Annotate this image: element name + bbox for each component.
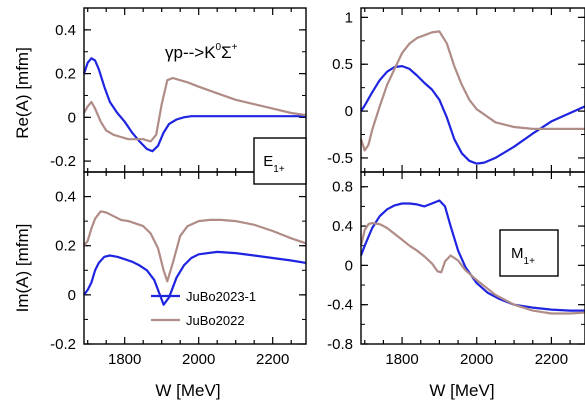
y-tick-label: 0.4	[55, 189, 76, 206]
panel-re-e1p: -0.2 0 0.2 0.4	[50, 7, 307, 173]
y-tick-label: 0.5	[332, 56, 353, 73]
panel-frame	[83, 171, 307, 345]
x-tick-label: 1800	[385, 351, 418, 368]
y-tick-label: 0.2	[55, 66, 76, 83]
y-tick-label: 0.8	[332, 179, 353, 196]
y-tick-label: -0.4	[327, 297, 353, 314]
y-tick-label: 0	[68, 109, 76, 126]
y-tick-label: 1	[345, 9, 353, 26]
multipole-subscript: 1+	[273, 164, 285, 175]
panel-re-m1p: -0.5 0 0.5 1	[327, 7, 585, 173]
reaction-sigma: Σ	[221, 43, 232, 62]
x-tick-label: 2000	[460, 351, 493, 368]
multipole-box-frame	[499, 229, 559, 277]
y-tick-label: 0	[68, 287, 76, 304]
x-tick-label: 2000	[182, 351, 215, 368]
reaction-annotation: γp-->K0Σ+	[165, 42, 238, 62]
multipole-box-frame	[253, 137, 307, 185]
y-axis-label-im: Im(A) [mfm]	[13, 224, 32, 313]
y-axis-label-re: Re(A) [mfm]	[13, 47, 32, 139]
multipole-subscript: 1+	[524, 256, 536, 267]
multipole-label: E1+	[263, 153, 285, 175]
series-line-jubo2022	[83, 210, 307, 283]
series-line-jubo2022	[359, 30, 585, 152]
y-tick-label: 0	[345, 103, 353, 120]
reaction-sup1: 0	[216, 42, 222, 53]
y-tick-label: -0.5	[327, 150, 353, 167]
panel-frame	[360, 7, 585, 173]
panel-im-m1p: -0.8 -0.4 0 0.4 0.8 1800 2000 2200	[327, 171, 585, 368]
legend-label-jubo2022: JuBo2022	[186, 313, 245, 328]
legend: JuBo2023-1 JuBo2022	[151, 289, 256, 328]
x-tick-label: 1800	[108, 351, 141, 368]
multipole-box-e: E1+	[253, 137, 307, 185]
y-tick-label: 0	[345, 257, 353, 274]
series-line-jubo2022	[359, 222, 585, 315]
series-line-jubo2023-1	[82, 57, 306, 153]
reaction-sup2: +	[232, 42, 238, 53]
multipole-letter: M	[511, 245, 524, 262]
y-tick-label: -0.2	[50, 153, 76, 170]
multipole-box-m: M1+	[499, 229, 559, 277]
y-tick-label: 0.2	[55, 238, 76, 255]
panel-frame	[360, 171, 585, 345]
series-line-jubo2022	[83, 76, 307, 143]
series-line-jubo2023-1	[360, 64, 585, 165]
y-tick-label: 0.4	[55, 22, 76, 39]
x-tick-label: 2200	[535, 351, 568, 368]
y-tick-label: -0.2	[50, 336, 76, 353]
x-axis-label-right: W [MeV]	[429, 381, 494, 400]
multipole-label: M1+	[511, 245, 535, 267]
reaction-text: γp-->K	[165, 43, 216, 62]
y-tick-label: -0.8	[327, 336, 353, 353]
x-tick-label: 2200	[256, 351, 289, 368]
panel-im-e1p: -0.2 0 0.2 0.4 1800 2000 2200	[50, 171, 307, 368]
x-axis-label-left: W [MeV]	[155, 381, 220, 400]
legend-label-jubo2023: JuBo2023-1	[186, 289, 256, 304]
series-line-jubo2023-1	[83, 250, 307, 306]
multipole-letter: E	[263, 153, 273, 170]
y-tick-label: 0.4	[332, 218, 353, 235]
